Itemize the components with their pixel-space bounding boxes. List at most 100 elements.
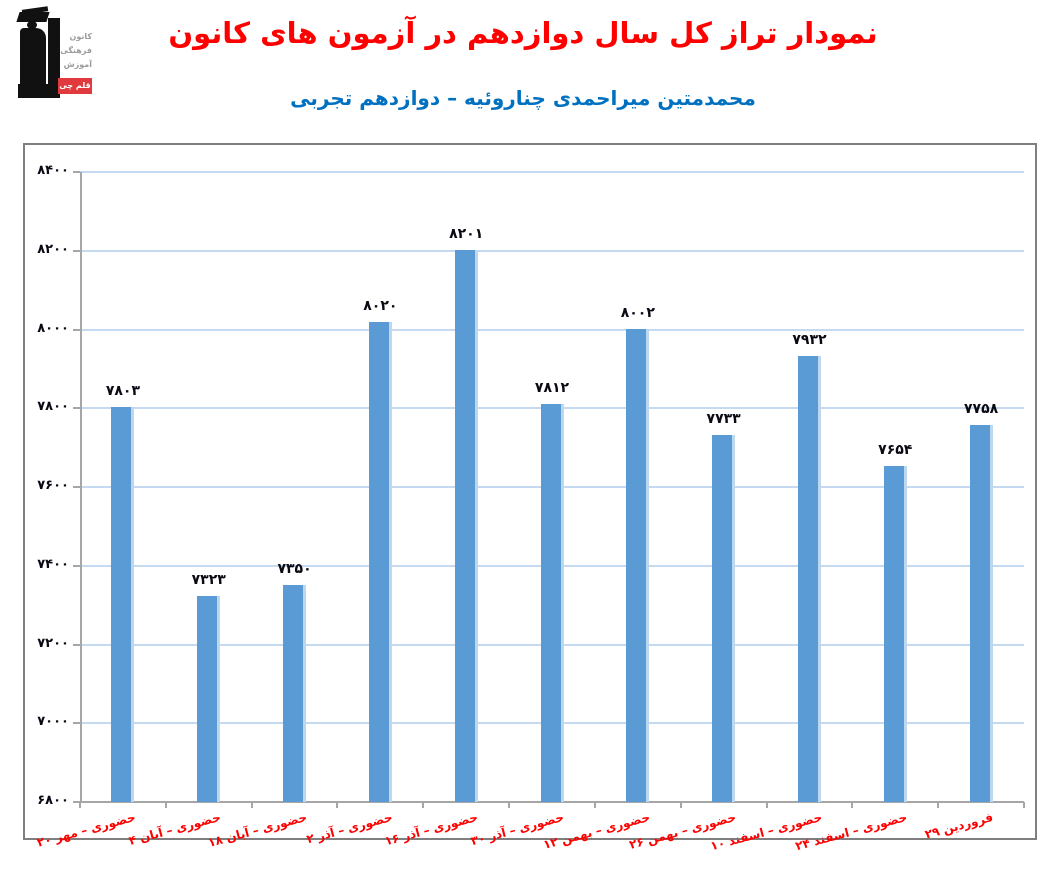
bar [712,434,736,802]
bar-value-label: ۸۰۲۰ [363,297,398,314]
x-axis-tick [250,802,253,808]
x-axis-tick [937,802,940,808]
y-axis-tick [73,249,80,252]
y-axis-tick-label: ۶۸۰۰ [37,793,69,808]
x-axis-label-word: حضوری [517,810,566,836]
x-axis-tick [508,802,511,808]
gridline [80,249,1024,252]
graduate-figure-icon [27,21,37,29]
bar-value-label: ۷۳۲۳ [191,572,226,589]
x-axis-label-word: ۲۴ [794,835,813,854]
chart-area: ۸۴۰۰ ۸۲۰۰ ۸۰۰۰ ۷۸۰۰ ۷۶۰۰ ۷۴۰۰ ۷۲۰۰ ۷۰۰۰ ۶۸۰۰ ۷۸۰۳… [23,143,1037,853]
bar-value-label: ۷۸۱۲ [534,379,570,396]
y-axis-tick-label: ۷۸۰۰ [37,399,69,415]
bar [197,596,221,802]
y-axis-tick-label: ۸۰۰۰ [37,320,69,336]
x-axis-label-word: ۱۲ [541,834,560,852]
y-axis-tick [73,801,80,803]
x-axis-label-word: – [851,822,861,838]
x-axis-label-word: حضوری [689,810,738,836]
x-axis-label-word: – [593,822,604,838]
bar [454,250,478,802]
page-title: نمودار تراز کل سال دوازدهم در آزمون های … [168,16,878,50]
x-axis-label-word: بهمن [645,825,680,848]
y-axis-tick [73,486,80,488]
page-subtitle: محمدمتین میراحمدی چناروئیه – دوازدهم تجر… [290,86,756,110]
x-axis-label-word: – [765,822,775,838]
x-axis-tick [79,802,81,808]
bar-value-label: ۷۷۵۸ [963,400,999,417]
x-axis-label-word: بهمن [559,825,594,848]
x-axis-label-word: ۱۸ [206,832,224,850]
x-axis-tick [336,802,339,808]
x-axis-label-word: آبان [138,825,165,846]
y-axis-tick-label: ۷۶۰۰ [37,478,69,493]
x-axis-label-word: ۲۶ [627,834,646,852]
x-axis-label-word: ۲۹ [923,824,942,842]
y-axis-tick [73,171,80,173]
x-axis-label-word: حضوری [174,810,223,836]
x-axis-label-word: – [507,822,518,838]
y-axis-tick [73,407,80,410]
y-axis-tick [73,328,80,331]
x-axis-label-word: – [250,822,260,838]
bar-value-label: ۸۲۰۱ [449,226,484,243]
bar [883,465,907,802]
x-axis-label-word: ۱۰ [708,835,727,854]
x-axis-label-word: – [336,822,346,838]
x-axis-label-word: ۴ [127,832,139,849]
logo-text-line2: فرهنگی [60,46,92,55]
x-axis-label-word: ۲ [304,830,316,847]
x-axis-label-word: آذر [315,825,337,844]
x-axis-category-label: ۱۶آذر–حضوری [380,810,480,849]
kanoon-logo: کانون فرهنگی آموزش قلم چی [10,6,92,104]
x-axis-label-word: ۳۰ [469,830,488,849]
x-axis-label-word: اسفند [726,825,766,849]
bar [626,328,650,802]
bar [283,585,307,802]
y-axis-tick-label: ۷۲۰۰ [37,635,69,651]
x-axis-tick [1023,802,1025,808]
bar [111,407,135,802]
x-axis-label-word: حضوری [775,810,824,836]
bar [368,321,392,802]
bar [969,424,993,802]
bar-value-label: ۷۹۳۲ [792,332,827,349]
x-axis-tick [679,802,682,808]
x-axis-label-word: ۱۶ [383,830,402,849]
y-axis-tick-label: ۸۲۰۰ [37,241,69,257]
x-axis-tick [765,802,768,808]
logo-column [48,18,60,98]
bar-value-label: ۷۳۵۰ [277,561,312,578]
x-axis-tick [422,802,425,808]
x-axis-label-word: – [164,822,175,838]
x-axis-category-label: ۲۹فروردین [920,810,995,843]
logo-badge: قلم چی [58,78,92,94]
x-axis-label-word: حضوری [260,810,309,836]
y-axis-tick-label: ۷۰۰۰ [37,714,69,730]
x-axis-tick [593,802,596,808]
x-axis-tick [851,802,854,808]
x-axis-label-word: اسفند [812,825,852,849]
x-axis-label-word: – [78,822,89,838]
x-axis-label-word: مهر [53,825,79,845]
x-axis-label-word: حضوری [860,810,909,836]
bar-value-label: ۸۰۰۲ [620,304,655,321]
x-axis-label-word: آبان [224,825,251,846]
x-axis-tick [164,802,167,808]
y-axis-tick-label: ۷۴۰۰ [37,556,69,572]
graduate-figure-icon [18,84,48,98]
x-axis-label-word: فروردین [941,810,995,837]
y-axis-tick-label: ۸۴۰۰ [37,163,69,178]
logo-text-line3: آموزش [63,60,92,69]
bar [540,403,564,802]
x-axis-category-label: ۲۰مهر–حضوری [31,810,137,851]
y-axis-tick [73,722,80,725]
bar [797,356,821,802]
bar-value-label: ۷۷۳۳ [706,410,741,427]
x-axis-label-word: حضوری [88,810,137,836]
x-axis-label-word: حضوری [603,810,652,836]
logo-text-line1: کانون [69,32,92,41]
bar-chart-plot: ۸۴۰۰ ۸۲۰۰ ۸۰۰۰ ۷۸۰۰ ۷۶۰۰ ۷۴۰۰ ۷۲۰۰ ۷۰۰۰ ۶۸۰۰ ۷۸۰۳… [25,145,1035,853]
